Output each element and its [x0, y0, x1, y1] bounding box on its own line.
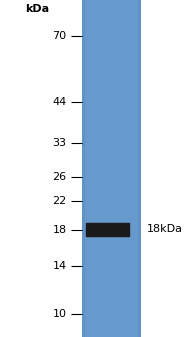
Text: 22: 22	[52, 196, 67, 206]
Text: 26: 26	[53, 172, 67, 182]
Text: 44: 44	[52, 97, 67, 107]
Text: 18kDa: 18kDa	[147, 224, 183, 235]
Text: 14: 14	[53, 261, 67, 271]
Text: 18: 18	[53, 225, 67, 235]
Bar	[138, 0, 141, 337]
Text: 10: 10	[53, 309, 67, 319]
Text: 70: 70	[53, 31, 67, 41]
Bar	[82, 0, 141, 337]
Bar	[82, 0, 85, 337]
Text: kDa: kDa	[25, 4, 50, 14]
Text: 33: 33	[53, 138, 67, 148]
